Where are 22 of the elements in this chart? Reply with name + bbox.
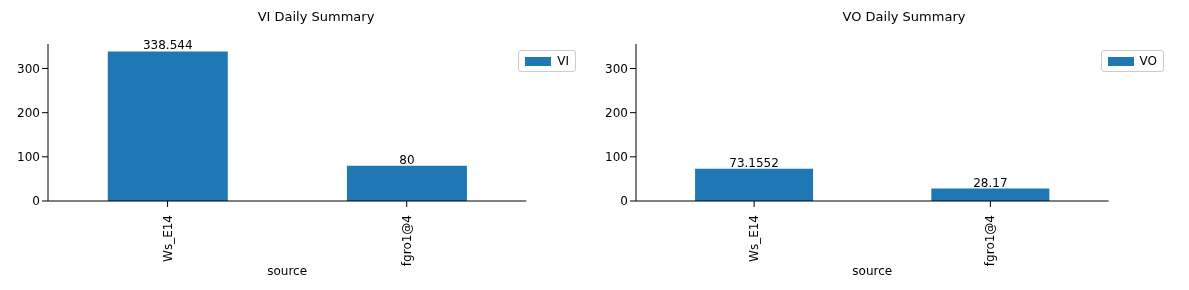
chart-title: VI Daily Summary: [256, 8, 376, 26]
x-axis-title: source: [852, 264, 893, 278]
data-label: 28.17: [973, 175, 1008, 190]
legend-label: VO: [1139, 54, 1157, 68]
x-tick-label: fgro1@4: [399, 215, 414, 267]
legend-label: VI: [557, 54, 569, 68]
y-tick-label: 0: [620, 194, 628, 209]
x-tick-label: Ws_E14: [160, 215, 175, 262]
y-tick-label: 0: [32, 194, 40, 209]
y-tick-label: 100: [605, 150, 628, 165]
x-axis-title: source: [267, 264, 308, 278]
y-tick-label: 200: [17, 105, 40, 120]
data-label: 73.1552: [729, 155, 779, 170]
x-tick-label: fgro1@4: [983, 215, 998, 267]
y-tick-label: 300: [605, 61, 628, 76]
y-tick-label: 200: [605, 105, 628, 120]
x-tick-label: Ws_E14: [747, 215, 762, 262]
y-tick-label: 300: [17, 61, 40, 76]
data-label: 338.544: [142, 38, 193, 53]
data-label: 80: [399, 152, 415, 167]
y-tick-label: 100: [17, 150, 40, 165]
chart-title: VO Daily Summary: [841, 8, 967, 26]
